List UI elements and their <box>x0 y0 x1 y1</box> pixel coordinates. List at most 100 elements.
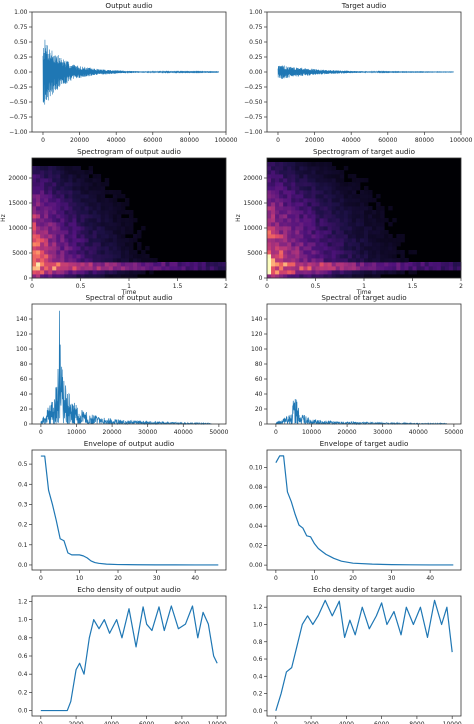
heatmap-cell <box>64 262 69 267</box>
heatmap-cell <box>335 182 341 187</box>
heatmap-cell <box>36 250 41 255</box>
heatmap-cell <box>48 222 53 227</box>
heatmap-cell <box>32 194 37 199</box>
heatmap-cell <box>32 218 37 223</box>
heatmap-cell <box>60 230 65 235</box>
y-tick-label: 0.4 <box>18 481 28 488</box>
heatmap-cell <box>307 270 312 275</box>
heatmap-cell <box>319 162 324 167</box>
heatmap-cell <box>295 254 300 259</box>
heatmap-cell <box>323 262 329 267</box>
heatmap-cell <box>271 226 276 231</box>
chart-title: Spectral of target audio <box>321 293 406 302</box>
heatmap-cell <box>271 218 276 223</box>
heatmap-cell <box>319 210 324 215</box>
heatmap-cell <box>68 266 73 271</box>
heatmap-cell <box>343 262 349 267</box>
heatmap-cell <box>271 246 276 251</box>
heatmap-cell <box>48 230 53 235</box>
heatmap-cell <box>205 262 211 267</box>
heatmap-cell <box>116 206 122 211</box>
heatmap-cell <box>359 198 365 203</box>
heatmap-cell <box>116 218 122 223</box>
heatmap-cell <box>408 266 413 271</box>
heatmap-cell <box>68 238 73 243</box>
heatmap-cell <box>279 266 284 271</box>
heatmap-cell <box>124 270 130 275</box>
heatmap-cell <box>137 254 142 259</box>
heatmap-cell <box>40 170 45 175</box>
series-line <box>277 65 454 79</box>
heatmap-cell <box>311 254 316 259</box>
heatmap-cell <box>72 242 77 247</box>
heatmap-cell <box>60 194 65 199</box>
heatmap-cell <box>40 226 45 231</box>
heatmap-cell <box>364 186 369 191</box>
heatmap-cell <box>72 210 77 215</box>
heatmap-cell <box>315 214 320 219</box>
heatmap-cell <box>343 250 349 255</box>
x-tick-label: 1 <box>127 283 131 290</box>
heatmap-cell <box>36 230 41 235</box>
heatmap-cell <box>56 182 61 187</box>
heatmap-cell <box>271 230 276 235</box>
y-tick-label: 15000 <box>8 200 27 207</box>
heatmap-cell <box>343 266 349 271</box>
heatmap-cell <box>213 266 219 271</box>
heatmap-cell <box>80 182 85 187</box>
heatmap-cell <box>311 190 316 195</box>
y-tick-label: 0.08 <box>249 484 263 491</box>
heatmap-cell <box>100 254 106 259</box>
heatmap-cell <box>368 210 373 215</box>
x-tick-label: 0 <box>39 721 43 724</box>
heatmap-cell <box>68 262 73 267</box>
heatmap-cell <box>283 178 288 183</box>
heatmap-cell <box>76 186 81 191</box>
heatmap-cell <box>80 218 85 223</box>
heatmap-cell <box>217 262 223 267</box>
heatmap-cell <box>380 214 385 219</box>
heatmap-cell <box>120 206 126 211</box>
heatmap-cell <box>72 166 77 171</box>
heatmap-cell <box>359 218 365 223</box>
chart-title: Spectrogram of output audio <box>77 147 181 156</box>
heatmap-cell <box>380 270 385 275</box>
heatmap-cell <box>359 194 365 199</box>
heatmap-cell <box>64 250 69 255</box>
heatmap-cell <box>84 210 89 215</box>
heatmap-cell <box>299 250 304 255</box>
y-axis-label: Hz <box>235 214 242 222</box>
y-tick-label: 40 <box>20 391 28 398</box>
chart-9: Echo density of output audio020004000600… <box>18 585 227 724</box>
x-tick-label: 100000 <box>450 137 473 144</box>
heatmap-cell <box>287 198 292 203</box>
heatmap-cell <box>104 214 110 219</box>
heatmap-cell <box>279 206 284 211</box>
heatmap-cell <box>279 222 284 227</box>
heatmap-cell <box>351 242 357 247</box>
heatmap-cell <box>355 274 361 279</box>
heatmap-cell <box>52 242 57 247</box>
heatmap-cell <box>376 238 381 243</box>
heatmap-cell <box>48 226 53 231</box>
heatmap-cell <box>48 202 53 207</box>
heatmap-cell <box>116 258 122 263</box>
heatmap-cell <box>315 218 320 223</box>
x-tick-label: 0 <box>265 283 269 290</box>
heatmap-cell <box>279 246 284 251</box>
heatmap-cell <box>141 254 146 259</box>
heatmap-cell <box>76 258 81 263</box>
heatmap-cell <box>307 266 312 271</box>
heatmap-cell <box>303 194 308 199</box>
heatmap-cell <box>32 202 37 207</box>
series-line <box>40 605 218 712</box>
heatmap-cell <box>372 266 377 271</box>
heatmap-cell <box>295 194 300 199</box>
heatmap-cell <box>327 174 333 179</box>
heatmap-cell <box>129 226 134 231</box>
y-tick-label: 1.00 <box>14 9 28 16</box>
heatmap-cell <box>141 270 146 275</box>
heatmap-cell <box>364 258 369 263</box>
heatmap-cell <box>120 230 126 235</box>
heatmap-cell <box>32 178 37 183</box>
